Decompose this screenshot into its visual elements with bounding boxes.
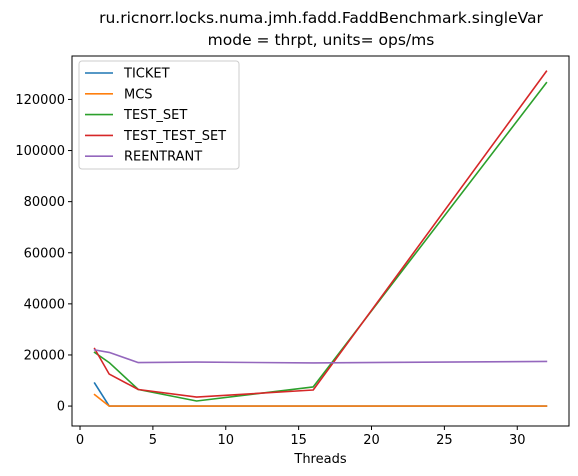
series-line-mcs — [93, 393, 548, 407]
x-tick-label: 15 — [290, 433, 307, 448]
y-axis: 0 20000 40000 60000 80000 100000 120000 — [15, 93, 72, 415]
series-line-reentrant — [93, 348, 548, 364]
y-tick-label: 120000 — [15, 93, 65, 108]
series-line-test-test-set — [93, 70, 548, 398]
x-tick-label: 25 — [436, 433, 453, 448]
series-lines — [93, 70, 548, 407]
y-tick-label: 60000 — [24, 246, 65, 261]
legend-label: TEST_TEST_SET — [123, 129, 226, 144]
y-tick-label: 20000 — [24, 348, 65, 363]
x-tick-label: 20 — [363, 433, 380, 448]
legend-label: REENTRANT — [124, 150, 202, 165]
x-tick-label: 30 — [509, 433, 526, 448]
legend-label: TEST_SET — [123, 108, 187, 123]
x-tick-label: 5 — [149, 433, 157, 448]
y-tick-label: 40000 — [24, 297, 65, 312]
x-tick-label: 0 — [76, 433, 84, 448]
legend-box — [78, 60, 240, 170]
x-tick-label: 10 — [217, 433, 234, 448]
y-tick-label: 80000 — [24, 195, 65, 210]
legend-label: TICKET — [123, 67, 170, 82]
x-axis: 0 5 10 15 20 25 30 — [76, 426, 526, 448]
chart-subtitle: mode = thrpt, units= ops/ms — [208, 31, 435, 49]
x-axis-label: Threads — [293, 452, 346, 467]
y-tick-label: 100000 — [15, 144, 65, 159]
y-tick-label: 0 — [57, 400, 65, 415]
legend: TICKET MCS TEST_SET TEST_TEST_SET REENTRANT — [78, 60, 240, 170]
legend-label: MCS — [124, 87, 153, 102]
chart-title: ru.ricnorr.locks.numa.jmh.fadd.FaddBench… — [99, 9, 543, 27]
